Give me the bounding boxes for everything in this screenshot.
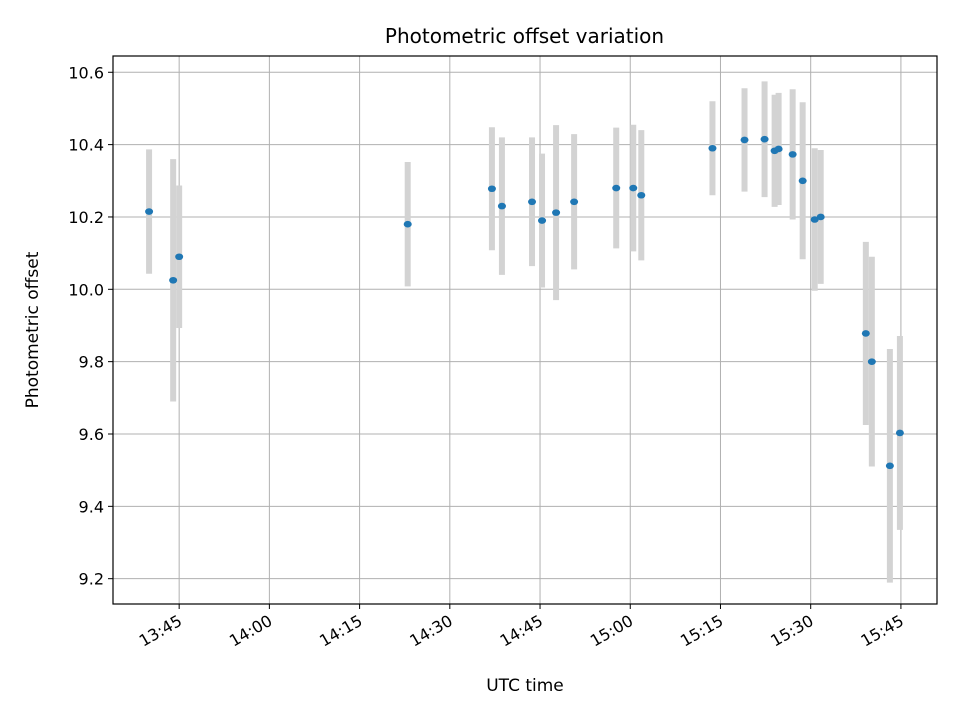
data-point — [861, 330, 870, 337]
data-point — [740, 136, 749, 144]
data-point — [403, 220, 412, 228]
data-point — [885, 462, 894, 470]
x-axis-title: UTC time — [486, 676, 564, 696]
data-point — [497, 202, 506, 210]
data-point — [145, 208, 154, 215]
data-point — [570, 198, 579, 206]
data-point — [708, 144, 717, 152]
y-tick-label: 10.0 — [68, 280, 104, 299]
data-point — [774, 145, 783, 153]
y-tick-label: 9.2 — [79, 570, 104, 589]
data-point — [528, 198, 537, 206]
data-point — [867, 358, 876, 365]
data-point — [788, 151, 797, 158]
data-point — [552, 209, 561, 216]
y-tick-label: 9.6 — [79, 425, 104, 444]
data-point — [169, 276, 178, 284]
data-point — [175, 253, 184, 261]
data-point — [487, 185, 496, 193]
plot-frame — [112, 55, 938, 605]
y-tick-label: 9.8 — [79, 353, 104, 372]
data-point — [810, 216, 819, 223]
data-point — [895, 429, 904, 437]
y-tick-label: 9.4 — [79, 497, 104, 516]
grid-lines — [113, 56, 937, 604]
chart-title: Photometric offset variation — [385, 24, 664, 48]
y-axis-ticks: 9.2 9.4 9.6 9.8 10.0 10.2 10.4 10.6 — [68, 63, 113, 589]
data-point — [816, 213, 825, 221]
data-point — [538, 217, 547, 224]
data-points — [145, 135, 904, 470]
data-point — [629, 184, 638, 192]
data-point — [798, 177, 807, 185]
data-point — [760, 135, 769, 143]
data-point — [612, 184, 621, 192]
data-point — [637, 191, 646, 199]
y-tick-label: 10.2 — [68, 208, 104, 227]
y-tick-label: 10.4 — [68, 136, 104, 155]
y-axis-title: Photometric offset — [23, 251, 43, 408]
y-tick-label: 10.6 — [68, 63, 104, 82]
